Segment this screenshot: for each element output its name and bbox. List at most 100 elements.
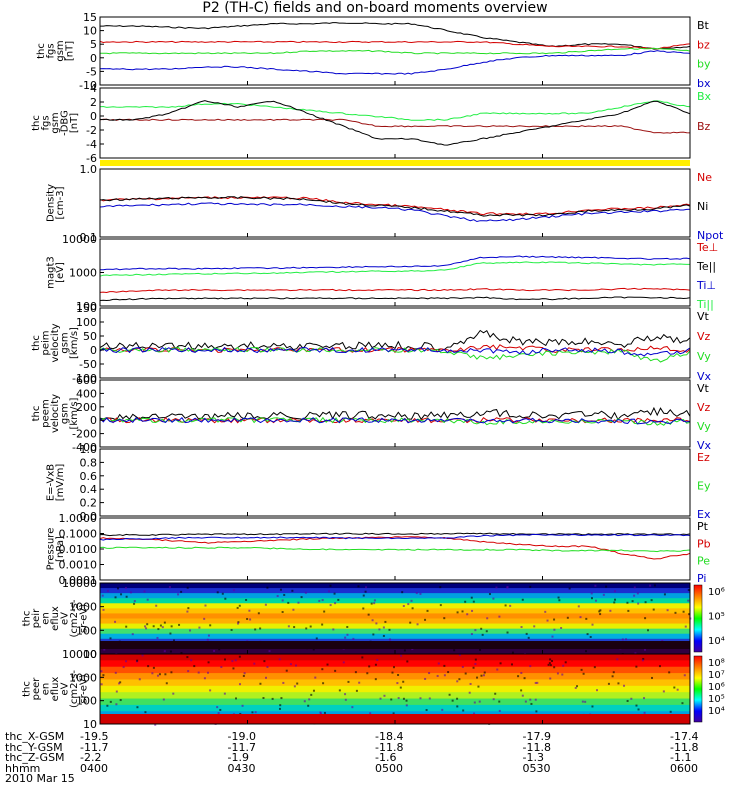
legend-entry: Vx [697,370,712,383]
spectrogram-noise [177,593,180,596]
y-tick-label: 10000 [62,648,97,661]
spectrogram-band [100,666,690,674]
spectrogram-noise [326,663,329,666]
spectrogram-noise [276,594,279,597]
spectrogram-noise [187,670,190,673]
spectrogram-noise [249,618,252,621]
spectrogram-noise [456,705,459,708]
spectrogram-noise [663,593,666,596]
spectrogram-noise [684,625,687,628]
spectrogram-noise [479,648,482,651]
spectrogram-noise [207,671,210,674]
spectrogram-noise [590,592,593,595]
spectrogram-noise [511,651,514,654]
y-axis-label: thc [31,115,42,131]
spectrogram-noise [158,673,161,676]
spectrogram-noise [322,682,325,685]
legend-entry: Ex [697,508,711,521]
spectrogram-band [100,618,690,625]
spectrogram-noise [668,671,671,674]
spectrogram-noise [151,672,154,675]
spectrogram-noise [496,668,499,671]
y-axis-label: Density [45,184,56,222]
spectrogram-noise [129,591,132,594]
y-axis-label: Pressure [45,528,56,571]
spectrogram-noise [564,661,567,664]
y-tick-label: 1.0000 [59,512,98,525]
spectrogram-noise [223,692,226,695]
y-axis-label: gsm [60,332,71,353]
spectrogram-noise [558,599,561,602]
spectrogram-noise [498,615,501,618]
spectrogram-noise [468,691,471,694]
spectrogram-noise [156,636,159,639]
spectrogram-noise [217,712,220,715]
spectrogram-noise [291,589,294,592]
spectrogram-noise [520,626,523,629]
spectrogram-noise [147,665,150,668]
series-line-Vt [99,406,691,421]
spectrogram-noise [534,681,537,684]
colorbar [693,584,703,653]
spectrogram-noise [122,666,125,669]
spectrogram-noise [461,610,464,613]
spectrogram-noise [371,619,374,622]
spectrogram-noise [674,611,677,614]
spectrogram-band [100,593,690,599]
spectrogram-noise [308,698,311,701]
y-tick-label: 200 [76,401,97,414]
spectrogram-noise [425,709,428,712]
spectrogram-noise [517,675,520,678]
spectrogram-noise [315,637,318,640]
spectrogram-noise [397,697,400,700]
spectrogram-noise [271,697,274,700]
spectrogram-noise [485,630,488,633]
spectrogram-band [100,633,690,640]
spectrogram-noise [462,709,465,712]
spectrogram-noise [338,689,341,692]
legend-entry: Bz [697,120,711,133]
spectrogram-noise [373,599,376,602]
spectrogram-noise [102,608,105,611]
legend-entry: Vt [697,382,710,395]
y-axis-label: -DBG [60,110,71,136]
y-tick-label: -50 [79,358,97,371]
y-axis-label: sr-eV) [79,604,90,633]
spectrogram-noise [310,693,313,696]
spectrogram-noise [399,686,402,689]
y-tick-label: -10 [79,79,97,92]
spectrogram-noise [138,678,141,681]
spectrogram-noise [344,693,347,696]
spectrogram-noise [238,604,241,607]
spectrogram-noise [458,654,461,657]
colorbar-tick-label: 10⁸ [708,658,725,669]
spectrogram-band [100,628,690,635]
y-axis-label: thc [36,43,47,59]
spectrogram-noise [234,659,237,662]
spectrogram-noise [593,666,596,669]
legend-entry: by [697,58,711,71]
footer-value: 0600 [670,761,698,775]
y-tick-label: 1.0 [80,163,98,176]
series-line-Ti⊥ [99,255,691,271]
spectrogram-noise [283,593,286,596]
spectrogram-band [100,608,690,614]
spectrogram-noise [549,664,552,667]
spectrogram-noise [114,596,117,599]
y-axis-label: magt3 [45,256,56,289]
spectrogram-noise [367,613,370,616]
series-line-Te|| [99,296,691,302]
spectrogram-noise [613,601,616,604]
spectrogram-noise [266,665,269,668]
spectrogram-band [100,685,690,693]
spectrogram-noise [332,628,335,631]
spectrogram-noise [163,621,166,624]
spectrogram-noise [482,674,485,677]
spectrogram-noise [362,607,365,610]
spectrogram-noise [560,627,563,630]
spectrogram-noise [216,706,219,709]
spectrogram-noise [100,670,103,673]
spectrogram-noise [114,671,117,674]
spectrogram-noise [379,697,382,700]
